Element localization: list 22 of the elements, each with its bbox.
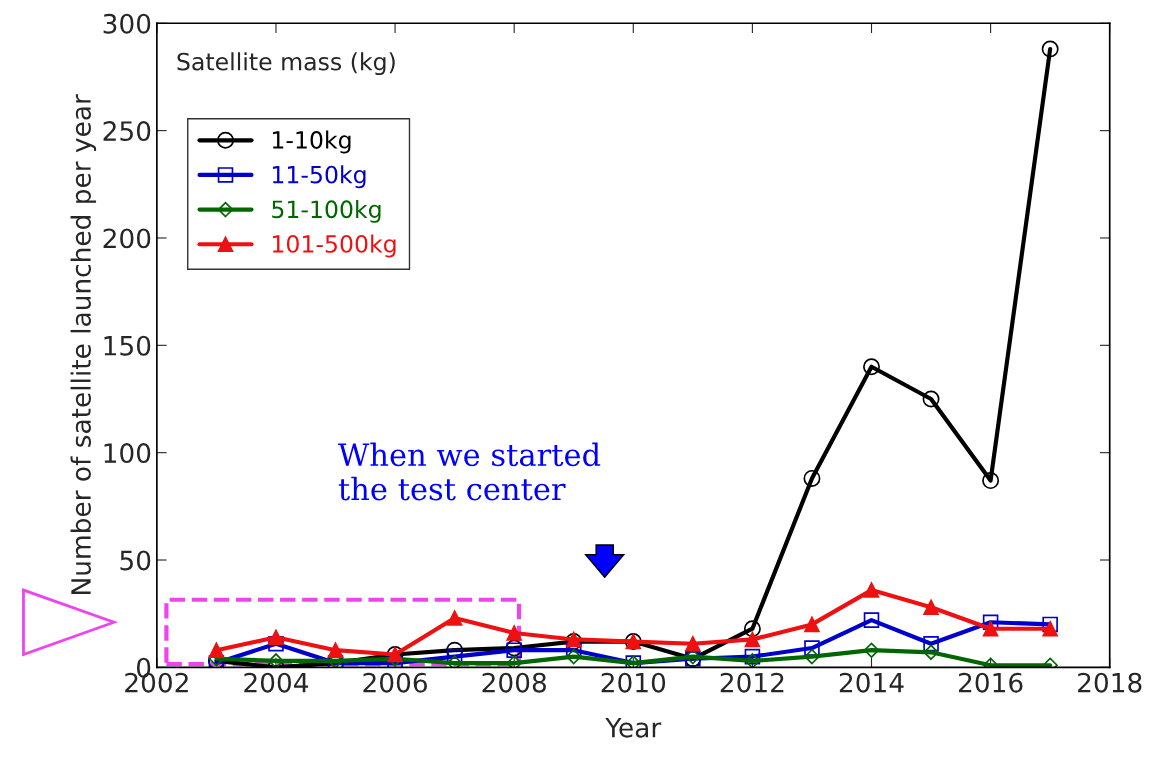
legend-label: 101-500kg [272, 234, 396, 258]
annotation: When we started the test center [338, 442, 601, 501]
y-tick-label: 100 [104, 443, 151, 464]
y-tick-label: 250 [103, 121, 151, 142]
legend-label: 11-50kg [272, 165, 366, 189]
y-axis-title: Number of satellite launched per year [70, 94, 97, 594]
x-tick-label: 2006 [363, 672, 427, 693]
x-tick-label: 2008 [482, 672, 546, 693]
y-tick-label: 300 [103, 13, 151, 34]
y-tick-label: 150 [104, 335, 151, 356]
legend-title: Satellite mass (kg) [177, 52, 395, 76]
x-axis-title: Year [605, 718, 662, 738]
y-tick-label: 200 [103, 228, 151, 249]
x-tick-label: 2018 [1078, 672, 1142, 693]
x-tick-label: 2004 [244, 672, 309, 693]
y-tick-label: 50 [120, 550, 151, 571]
legend-label: 51-100kg [272, 199, 381, 223]
x-tick-label: 2016 [958, 672, 1023, 693]
x-tick-label: 2012 [720, 672, 784, 693]
legend-label: 1-10kg [272, 130, 351, 154]
x-tick-label: 2010 [601, 672, 666, 693]
x-tick-label: 2014 [839, 672, 904, 693]
